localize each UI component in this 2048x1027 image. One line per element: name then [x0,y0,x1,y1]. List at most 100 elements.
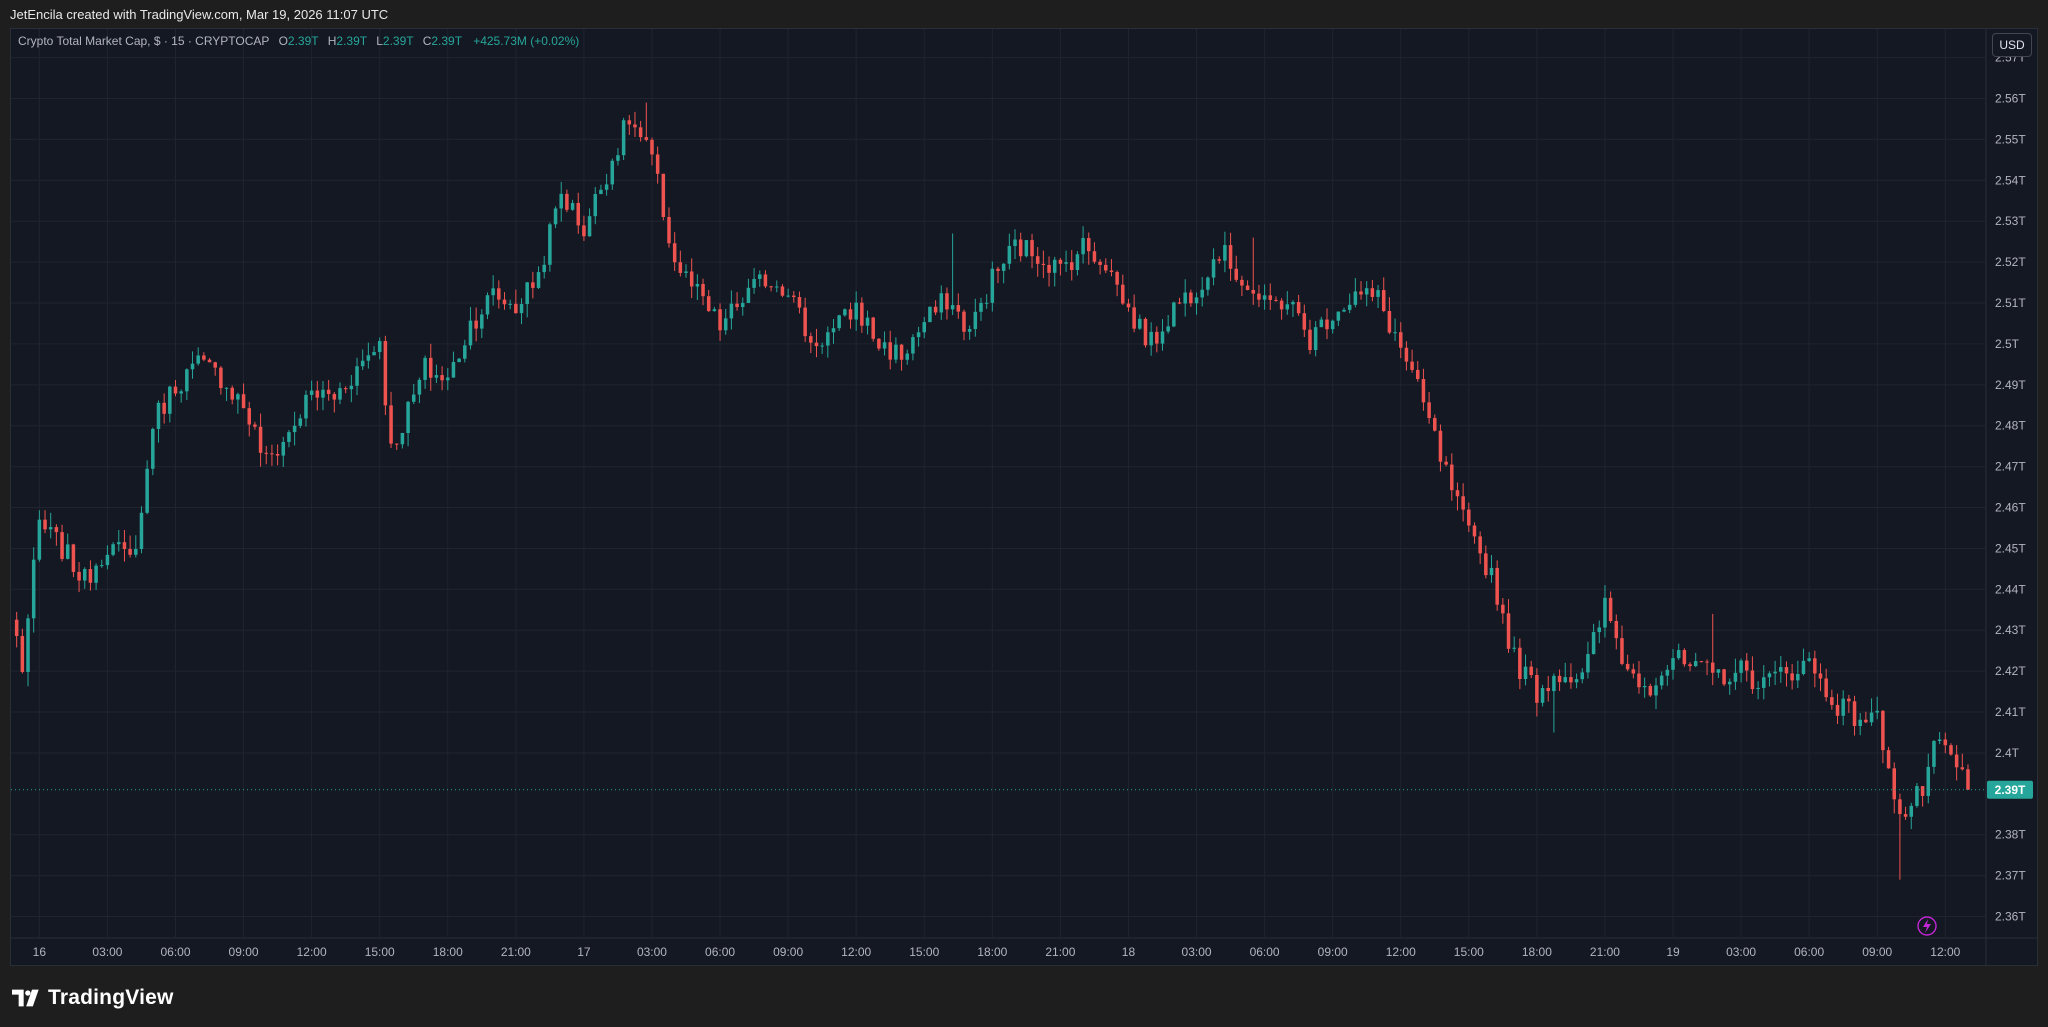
candle-body [758,274,762,279]
candle [1648,683,1653,697]
brand[interactable]: TradingView [12,986,174,1010]
candle-body [1172,302,1176,327]
candle [1155,326,1159,353]
candle [718,303,722,341]
candle-body [332,393,337,400]
candle-body [684,271,688,273]
candle [1756,681,1760,700]
candle [446,368,450,391]
candle [1132,294,1136,333]
x-tick-label: 12:00 [1386,945,1416,959]
candle-body [1943,739,1948,746]
candle-body [1257,293,1261,300]
candle-body [729,303,734,319]
candle-body [1915,786,1919,806]
currency-button[interactable]: USD [1992,33,2032,57]
candle-body [1682,650,1687,665]
candle-body [593,194,598,217]
candle-body [162,402,166,414]
candle [519,298,524,325]
y-tick-label: 2.51T [1995,296,2026,310]
candle-body [474,320,478,329]
candle [1875,696,1879,720]
candle-body [1296,301,1301,314]
legend-open-label: O [278,34,288,48]
candle-body [446,377,450,381]
candle-body [905,353,909,360]
candle-body [689,271,694,287]
candle-body [1075,254,1080,271]
candle [1535,668,1539,717]
candle-body [1841,698,1845,716]
candle-body [497,288,501,300]
candle-body [343,388,348,390]
candle-body [604,184,609,190]
candle [1557,669,1562,691]
candle [1467,502,1471,533]
candle [1682,648,1687,667]
candle-body [1302,313,1307,330]
candle-body [843,309,847,316]
candle [1892,762,1896,814]
candle [621,117,626,160]
candle [287,429,291,448]
candle-body [1478,536,1482,554]
candle [508,299,512,310]
legend-change: +425.73M (+0.02%) [473,34,580,48]
candle-body [315,390,320,398]
candle-body [1143,318,1148,346]
candle [548,222,552,272]
candle-body [1251,289,1256,294]
candle [593,187,598,225]
candle-body [219,367,223,389]
candle [190,351,195,379]
candle [1279,298,1284,320]
candle-body [1586,654,1590,673]
candle-body [434,375,439,378]
candle [542,255,546,279]
brand-name: TradingView [48,986,174,1009]
candle-body [877,338,881,349]
candle [1864,711,1868,724]
candle [1898,793,1902,880]
candle-body [996,268,1000,271]
candle-body [792,295,796,298]
time-axis[interactable]: 16 03:00 06:00 09:00 12:00 15:00 18:00 21:00 17 0… [33,945,1961,959]
alert-button[interactable] [1917,916,1937,936]
candle [956,293,961,319]
candle-body [1671,658,1675,670]
candle-body [1932,741,1936,767]
candle [304,390,308,427]
candle [627,114,632,135]
candle-body [633,124,637,128]
candle [1716,669,1721,678]
candle [1495,560,1499,611]
candle-body [1427,402,1431,419]
candle-body [508,303,512,305]
candle-body [190,363,195,370]
candle [792,291,796,303]
candle-body [1228,245,1233,269]
candle [1591,623,1596,655]
candle [1574,673,1579,689]
x-tick-label: 15:00 [1454,945,1484,959]
candle [1285,291,1290,315]
candle-body [1784,667,1789,674]
candle-body [88,569,93,583]
candle [1115,270,1119,297]
candle-body [1109,270,1114,272]
candle-body [1920,786,1925,796]
candle-body [1342,309,1346,312]
candle-body [1563,677,1567,683]
candle-body [468,320,473,346]
candle [1370,279,1375,302]
y-tick-label: 2.53T [1995,214,2026,228]
chart-frame[interactable] [10,28,2038,966]
candle [979,297,983,321]
candle [877,338,881,351]
candle-body [264,452,269,454]
candle-body [111,544,115,555]
candle [168,385,172,423]
candle-body [1625,663,1630,670]
